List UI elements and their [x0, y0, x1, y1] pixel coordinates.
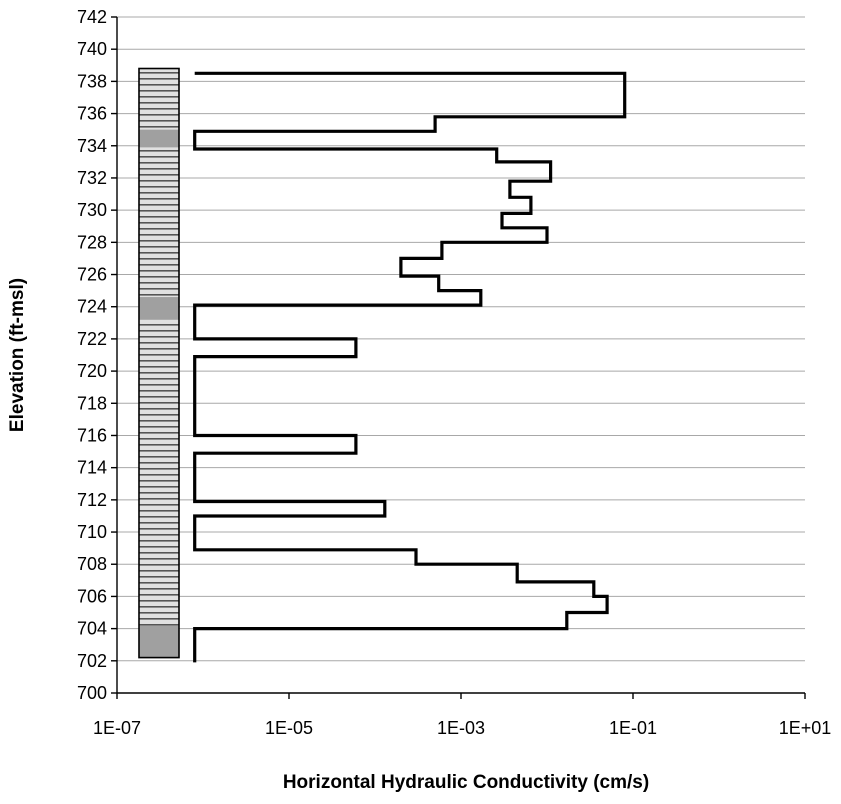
- lithology-column-border: [138, 67, 180, 659]
- y-tick-label: 722: [77, 329, 107, 349]
- x-tick-label: 1E+01: [779, 718, 832, 738]
- y-tick-label: 740: [77, 39, 107, 59]
- lithology-shaded-band: [139, 625, 179, 658]
- y-tick-label: 710: [77, 522, 107, 542]
- y-tick-label: 734: [77, 136, 107, 156]
- y-tick-label: 730: [77, 200, 107, 220]
- y-tick-label: 704: [77, 619, 107, 639]
- lithology-striped-column: [139, 68, 179, 658]
- x-tick-label: 1E-05: [265, 718, 313, 738]
- lithology-column: [138, 67, 180, 659]
- tick-labels: 742 740 738 736 734 732 730 728 726 724 722 720 718 7…: [77, 7, 831, 738]
- y-tick-label: 718: [77, 393, 107, 413]
- y-tick-label: 742: [77, 7, 107, 27]
- x-tick-label: 1E-01: [609, 718, 657, 738]
- lithology-shaded-band: [139, 129, 179, 148]
- y-tick-label: 726: [77, 265, 107, 285]
- y-tick-label: 712: [77, 490, 107, 510]
- y-tick-label: 702: [77, 651, 107, 671]
- series-layer: [193, 71, 627, 663]
- y-tick-label: 728: [77, 232, 107, 252]
- y-tick-label: 714: [77, 458, 107, 478]
- x-tick-label: 1E-03: [437, 718, 485, 738]
- y-tick-label: 720: [77, 361, 107, 381]
- y-tick-label: 732: [77, 168, 107, 188]
- y-tick-label: 700: [77, 683, 107, 703]
- y-tick-label: 706: [77, 586, 107, 606]
- x-tick-label: 1E-07: [93, 718, 141, 738]
- lithology-shaded-band: [139, 297, 179, 320]
- conductivity-profile-line: [193, 71, 627, 663]
- y-tick-label: 724: [77, 297, 107, 317]
- x-axis-title: Horizontal Hydraulic Conductivity (cm/s): [283, 772, 649, 793]
- y-tick-label: 716: [77, 425, 107, 445]
- axes: [111, 16, 806, 699]
- y-axis-title: Elevation (ft-msl): [7, 278, 28, 432]
- y-tick-label: 708: [77, 554, 107, 574]
- y-tick-label: 738: [77, 71, 107, 91]
- y-tick-label: 736: [77, 104, 107, 124]
